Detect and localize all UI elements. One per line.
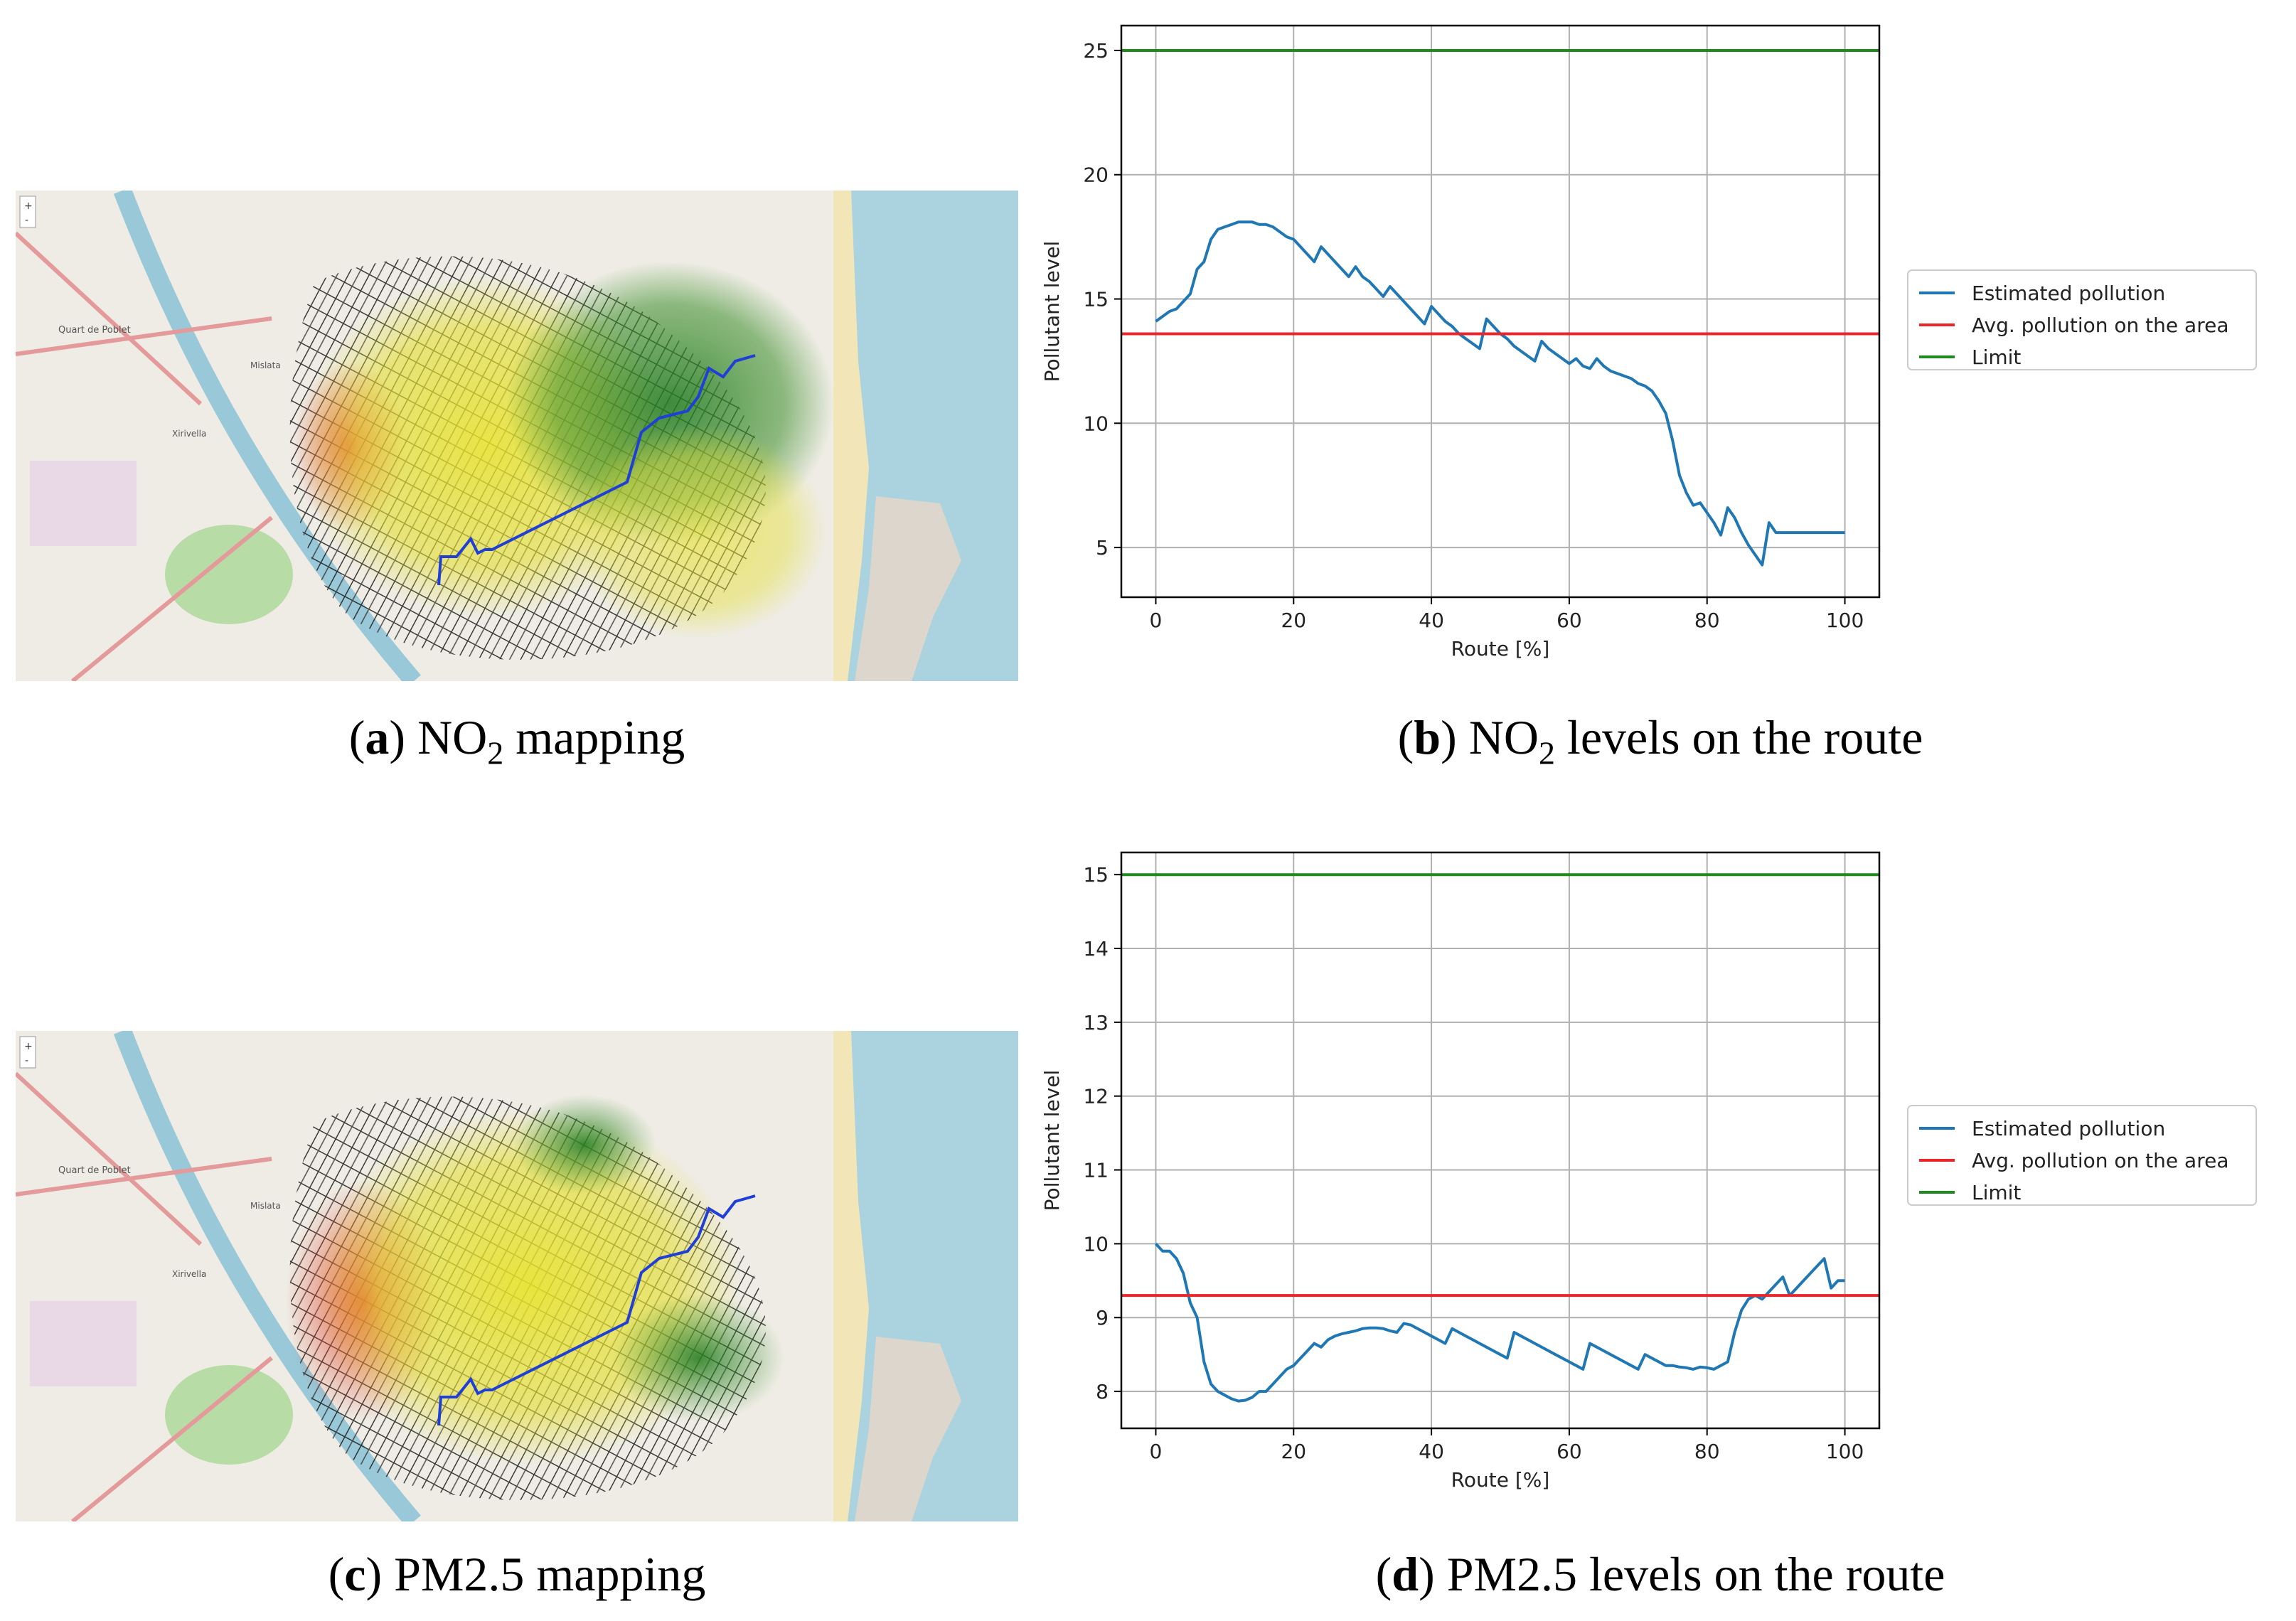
y-axis-label: Pollutant level	[1040, 1070, 1064, 1211]
pm25-route-chart: 0 20 40 60 80 100 8 9 10 11 12 13 14 15 Route [%] Pollu…	[1040, 851, 2257, 1492]
x-tick-label: 20	[1281, 609, 1306, 632]
y-tick-label: 15	[1083, 863, 1109, 887]
y-tick-label: 10	[1083, 412, 1109, 435]
x-tick-label: 60	[1557, 609, 1582, 632]
series-line-0	[1155, 1243, 1845, 1403]
pm25-map-svg: Quart de Poblet Mislata Xirivella + -	[16, 1031, 1018, 1521]
x-tick-label: 80	[1694, 609, 1720, 632]
zoom-out-icon[interactable]: -	[25, 1055, 28, 1066]
zoom-out-icon[interactable]: -	[25, 215, 28, 226]
legend-box	[1907, 269, 2257, 370]
x-tick-label: 60	[1557, 1440, 1582, 1463]
y-tick-label: 25	[1083, 39, 1109, 63]
caption-c: (c) PM2.5 mapping	[328, 1547, 706, 1601]
map-label-quart: Quart de Poblet	[58, 325, 131, 336]
x-tick-label: 20	[1281, 1440, 1306, 1463]
map-label-mislata: Mislata	[250, 1201, 281, 1211]
y-tick-label: 15	[1083, 288, 1109, 311]
pm25-route	[437, 1194, 756, 1426]
pm25-map: Quart de Poblet Mislata Xirivella + -	[16, 1031, 1018, 1521]
zoom-in-icon[interactable]: +	[24, 200, 33, 212]
y-tick-label: 14	[1083, 937, 1109, 961]
zoom-control[interactable]	[19, 1036, 36, 1069]
x-tick-label: 40	[1419, 1440, 1444, 1463]
plot-frame	[1120, 24, 1881, 599]
zoom-in-icon[interactable]: +	[24, 1041, 33, 1052]
map-label-xirivella: Xirivella	[172, 1269, 206, 1279]
y-tick-label: 5	[1096, 536, 1109, 560]
x-axis-label: Route [%]	[1451, 1468, 1550, 1492]
caption-b: (b) NO2 levels on the route	[1397, 710, 1923, 771]
plot-frame	[1120, 851, 1881, 1430]
legend-box	[1907, 1105, 2257, 1206]
legend-label-1: Avg. pollution on the area	[1972, 1149, 2228, 1172]
no2-route	[437, 354, 756, 586]
legend-label-1: Avg. pollution on the area	[1972, 314, 2228, 337]
y-tick-label: 9	[1096, 1306, 1109, 1330]
map-label-quart: Quart de Poblet	[58, 1165, 131, 1176]
y-tick-label: 8	[1096, 1380, 1109, 1403]
x-axis-label: Route [%]	[1451, 637, 1550, 660]
x-tick-label: 100	[1826, 609, 1864, 632]
x-tick-label: 40	[1419, 609, 1444, 632]
y-tick-label: 12	[1083, 1085, 1109, 1108]
legend-label-0: Estimated pollution	[1972, 1117, 2165, 1140]
y-tick-label: 11	[1083, 1159, 1109, 1182]
series-line-0	[1155, 220, 1845, 567]
no2-map-svg: Quart de Poblet Mislata Xirivella + -	[16, 191, 1018, 681]
legend-label-2: Limit	[1972, 346, 2021, 369]
no2-route-chart: 0 20 40 60 80 100 5 10 15 20 25 Route [%] Pollutant …	[1040, 24, 2257, 660]
x-tick-label: 0	[1150, 609, 1163, 632]
x-tick-label: 80	[1694, 1440, 1720, 1463]
legend-label-2: Limit	[1972, 1181, 2021, 1204]
map-label-xirivella: Xirivella	[172, 429, 206, 439]
y-tick-label: 20	[1083, 164, 1109, 187]
caption-a: (a) NO2 mapping	[348, 710, 685, 771]
zoom-control[interactable]	[19, 196, 36, 228]
map-label-mislata: Mislata	[250, 360, 281, 370]
x-tick-label: 100	[1826, 1440, 1864, 1463]
no2-map: Quart de Poblet Mislata Xirivella + -	[16, 191, 1018, 681]
x-tick-label: 0	[1150, 1440, 1163, 1463]
caption-d: (d) PM2.5 levels on the route	[1375, 1547, 1945, 1601]
y-tick-label: 10	[1083, 1232, 1109, 1256]
legend-label-0: Estimated pollution	[1972, 282, 2165, 305]
y-axis-label: Pollutant level	[1040, 241, 1064, 382]
y-tick-label: 13	[1083, 1011, 1109, 1034]
